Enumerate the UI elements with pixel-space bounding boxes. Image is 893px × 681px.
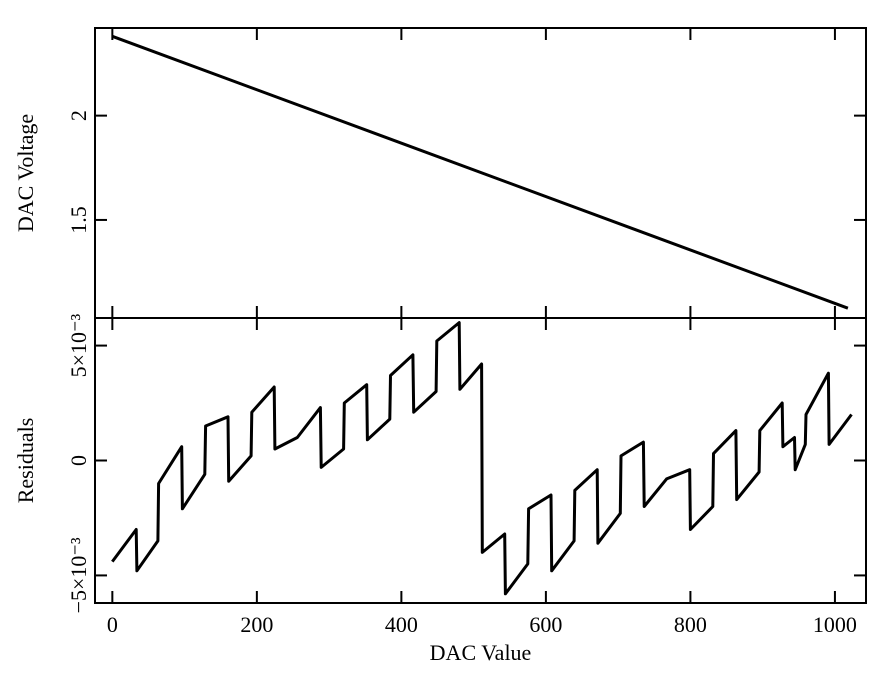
y-tick-label: −5×10⁻³ [66,537,91,613]
x-tick-label: 400 [385,612,418,637]
x-tick-label: 0 [107,612,118,637]
y-axis-label: Residuals [13,418,38,504]
x-tick-label: 200 [240,612,273,637]
y-tick-label: 5×10⁻³ [66,313,91,377]
data-line [111,34,849,310]
y-tick-label: 1.5 [66,206,91,234]
data-line [111,321,853,596]
x-axis-label: DAC Value [430,640,532,665]
y-tick-label: 0 [66,455,91,466]
x-tick-label: 1000 [813,612,857,637]
x-tick-label: 600 [529,612,562,637]
y-tick-label: 2 [66,110,91,121]
x-tick-label: 800 [674,612,707,637]
y-axis-label: DAC Voltage [13,114,38,232]
